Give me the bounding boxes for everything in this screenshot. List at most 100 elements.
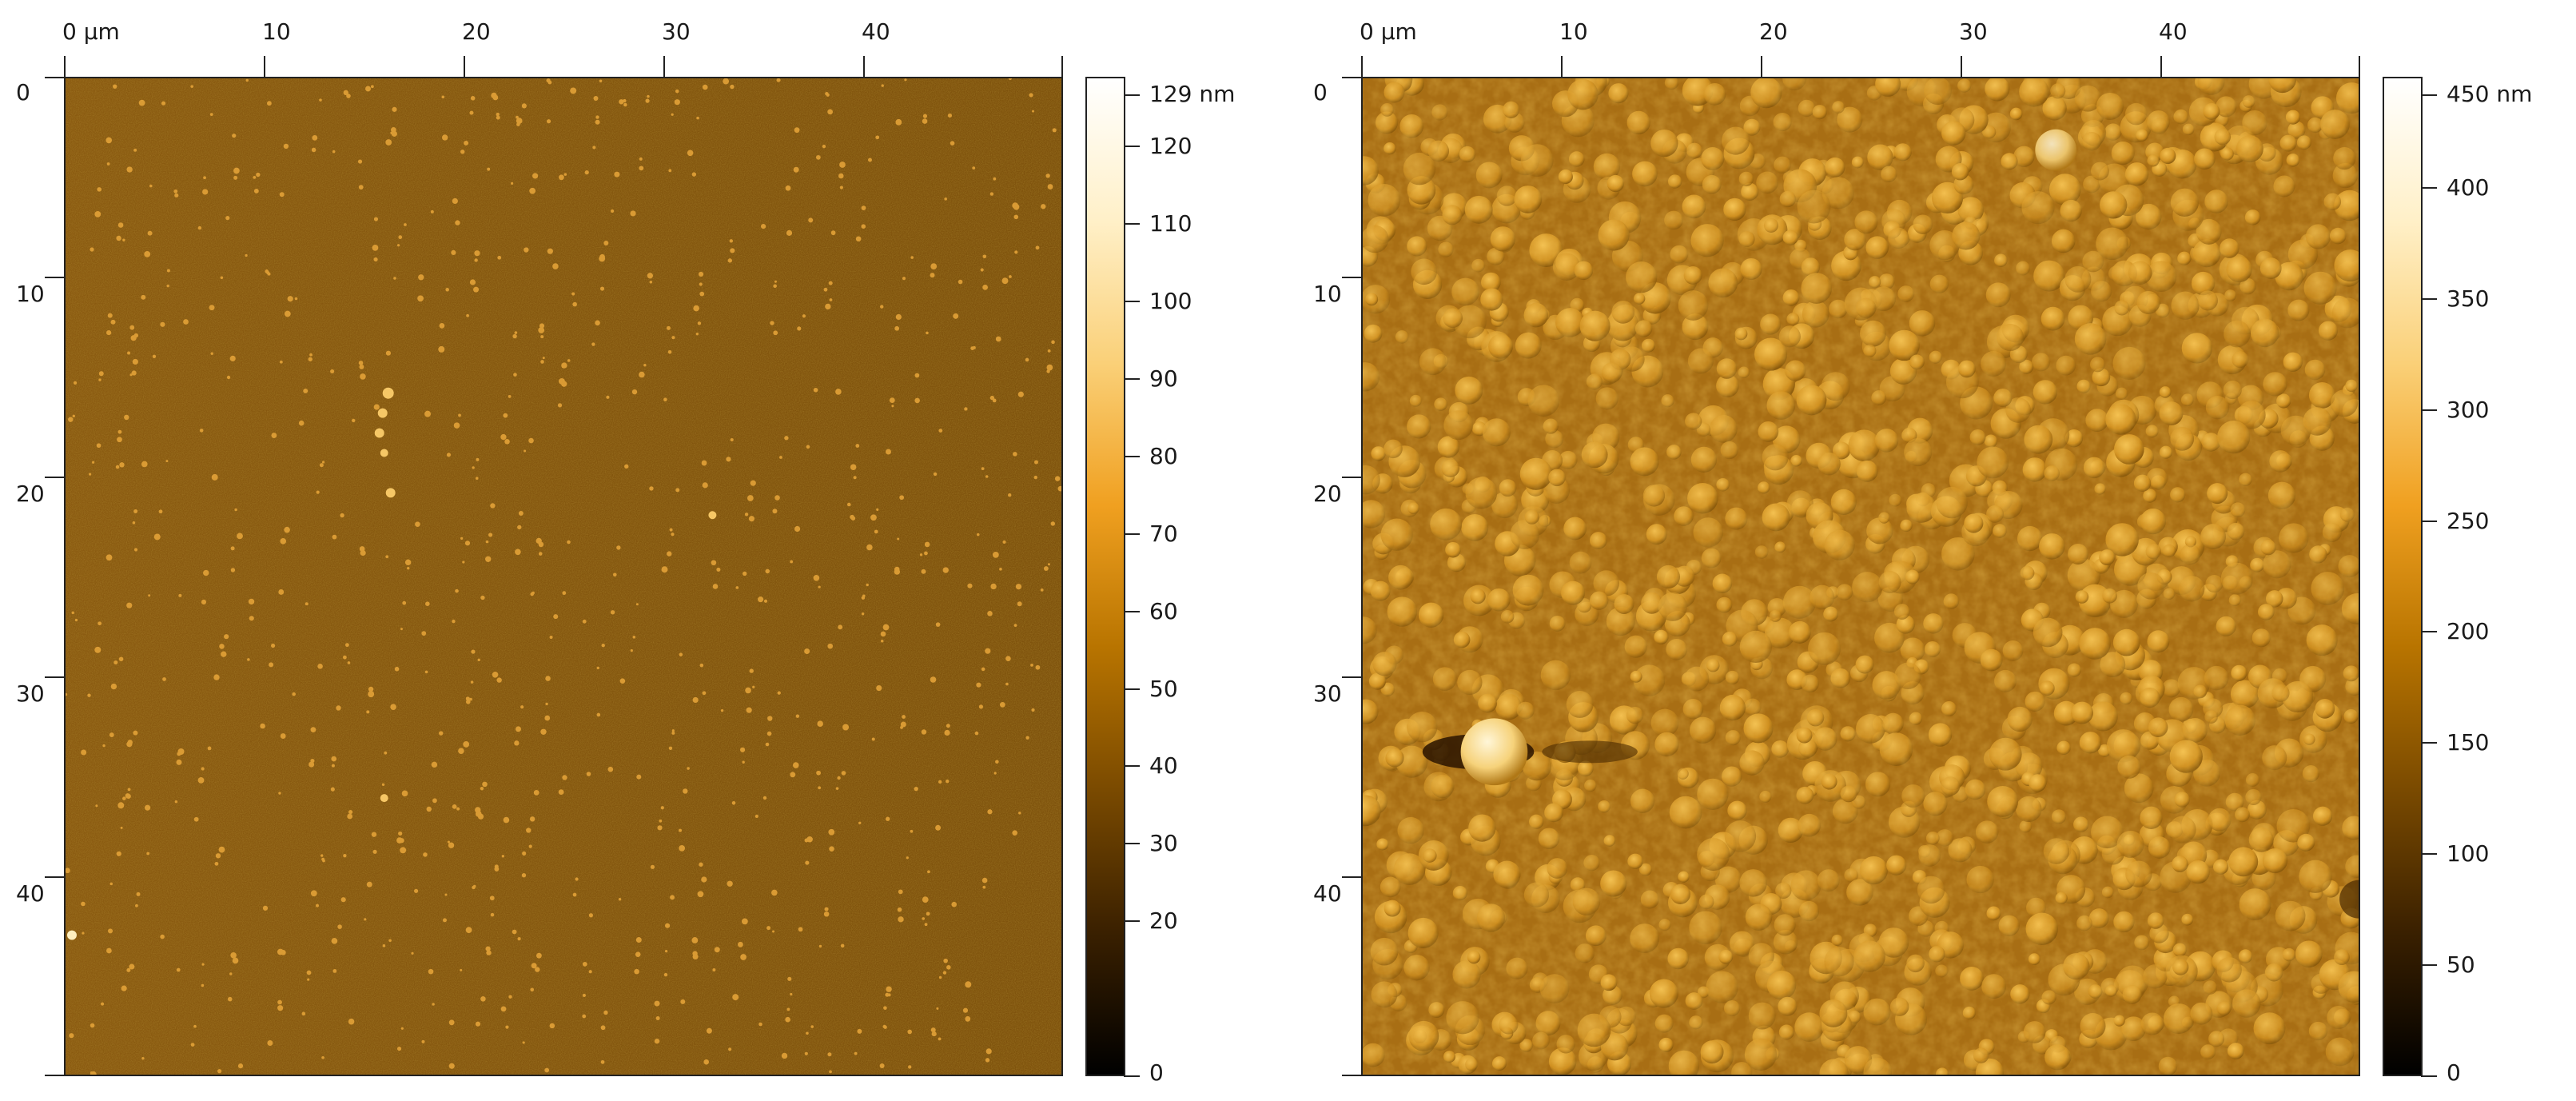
surface-particle	[679, 845, 686, 852]
surface-particle	[424, 670, 428, 674]
surface-particle	[490, 503, 496, 509]
surface-particle	[211, 473, 218, 481]
surface-particle	[926, 331, 929, 335]
surface-particle	[542, 357, 545, 360]
surface-particle	[894, 325, 900, 331]
surface-particle	[109, 732, 114, 737]
surface-particle	[229, 355, 236, 361]
surface-particle	[885, 992, 890, 997]
surface-particle	[113, 84, 117, 89]
y-tick-40	[1342, 876, 1361, 878]
surface-particle	[595, 119, 600, 125]
surface-particle	[559, 377, 565, 385]
surface-particle	[763, 599, 768, 603]
surface-particle	[730, 248, 735, 253]
surface-particle	[666, 325, 671, 330]
surface-particle	[381, 783, 385, 786]
surface-particle	[106, 329, 112, 336]
surface-particle	[946, 965, 951, 970]
surface-particle	[999, 568, 1002, 571]
surface-particle	[95, 804, 98, 808]
surface-particle	[773, 330, 778, 336]
surface-particle	[470, 680, 474, 684]
surface-particle	[310, 727, 317, 732]
surface-particle	[816, 770, 821, 776]
surface-particle	[173, 189, 178, 193]
surface-particle	[910, 829, 914, 833]
surface-particle	[330, 787, 335, 792]
surface-particle	[595, 320, 600, 326]
surface-particle	[850, 514, 854, 520]
colorbar-tick	[1124, 223, 1140, 225]
surface-particle	[1030, 663, 1033, 667]
surface-particle	[910, 256, 914, 259]
surface-particle	[876, 684, 882, 692]
surface-particle	[174, 800, 178, 804]
surface-particle	[908, 1065, 912, 1069]
surface-particle	[366, 710, 370, 714]
surface-particle	[283, 143, 289, 150]
surface-particle	[738, 941, 743, 947]
surface-particle	[125, 793, 131, 800]
surface-particle	[126, 166, 133, 173]
surface-particle	[660, 806, 664, 810]
surface-particle	[797, 326, 802, 331]
colorbar-tick	[2421, 742, 2437, 744]
surface-particle	[897, 907, 902, 912]
surface-particle	[113, 660, 118, 665]
surface-particle	[723, 78, 730, 85]
surface-particle	[830, 230, 836, 236]
surface-particle	[132, 521, 136, 525]
surface-particle	[347, 813, 353, 820]
surface-particle	[284, 526, 290, 533]
surface-particle	[528, 437, 534, 444]
surface-particle	[732, 994, 739, 1001]
surface-particle	[442, 918, 447, 923]
surface-particle	[340, 897, 346, 903]
surface-particle	[398, 235, 403, 240]
surface-particle	[515, 549, 521, 556]
surface-particle	[773, 284, 777, 289]
surface-particle	[230, 568, 236, 572]
surface-particle	[438, 345, 445, 353]
colorbar-tick	[1124, 765, 1140, 768]
x-tick-10	[264, 56, 265, 77]
surface-particle	[582, 993, 587, 998]
surface-particle	[1047, 184, 1053, 189]
surface-particle	[404, 223, 407, 226]
surface-particle	[1054, 476, 1061, 481]
surface-particle	[746, 707, 752, 713]
surface-particle	[404, 559, 412, 566]
surface-particle	[636, 774, 642, 780]
surface-particle	[308, 357, 313, 361]
surface-particle	[930, 1027, 936, 1033]
surface-particle	[465, 700, 471, 704]
surface-particle	[439, 323, 445, 329]
surface-particle	[953, 313, 959, 319]
surface-particle	[786, 1007, 790, 1011]
surface-particle	[390, 127, 396, 133]
surface-particle	[118, 656, 124, 662]
surface-particle	[766, 926, 771, 931]
surface-particle	[802, 314, 806, 318]
surface-particle	[647, 94, 650, 98]
surface-particle	[1034, 460, 1038, 465]
surface-particle	[455, 220, 460, 225]
surface-particle	[109, 882, 113, 886]
surface-particle	[1013, 624, 1017, 627]
surface-particle	[701, 460, 707, 466]
surface-particle	[545, 676, 551, 681]
surface-particle	[209, 305, 215, 311]
surface-particle	[144, 251, 151, 257]
surface-particle	[407, 567, 410, 570]
surface-particle	[160, 934, 165, 939]
surface-particle	[882, 624, 890, 631]
colorbar-right	[2383, 77, 2423, 1076]
surface-particle	[891, 405, 894, 408]
surface-particle	[371, 832, 377, 837]
surface-particle	[110, 683, 117, 690]
surface-particle	[794, 127, 800, 134]
surface-particle	[698, 271, 704, 277]
surface-particle	[262, 905, 269, 911]
surface-particle	[1040, 588, 1044, 592]
